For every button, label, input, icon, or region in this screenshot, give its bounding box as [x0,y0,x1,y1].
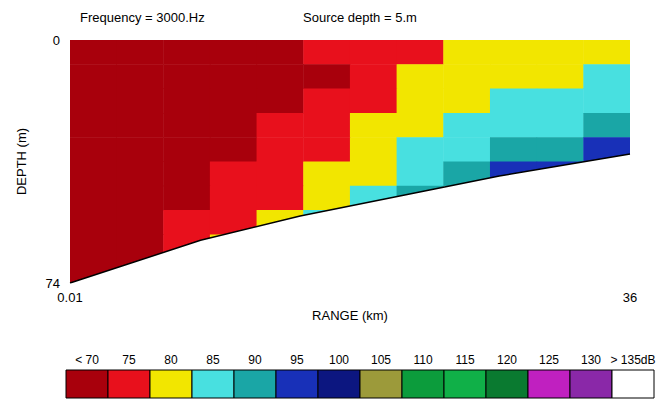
svg-text:Frequency = 3000.Hz: Frequency = 3000.Hz [80,10,205,25]
svg-text:36: 36 [623,290,637,305]
svg-text:< 70: < 70 [75,353,99,367]
svg-text:130: 130 [581,353,601,367]
svg-text:RANGE (km): RANGE (km) [312,308,388,323]
svg-text:95: 95 [290,353,304,367]
svg-text:74: 74 [46,276,60,291]
svg-text:0: 0 [53,33,60,48]
svg-text:110: 110 [413,353,432,367]
svg-text:75: 75 [122,353,136,367]
svg-text:90: 90 [248,353,262,367]
svg-text:80: 80 [164,353,178,367]
svg-text:DEPTH (m): DEPTH (m) [14,128,29,195]
svg-text:Source depth = 5.m: Source depth = 5.m [303,10,417,25]
svg-text:0.01: 0.01 [57,290,82,305]
svg-text:105: 105 [371,353,391,367]
svg-text:125: 125 [539,353,559,367]
svg-text:115: 115 [455,353,474,367]
svg-text:120: 120 [497,353,517,367]
svg-text:> 135dB: > 135dB [610,353,655,367]
svg-text:100: 100 [329,353,349,367]
svg-text:85: 85 [206,353,220,367]
